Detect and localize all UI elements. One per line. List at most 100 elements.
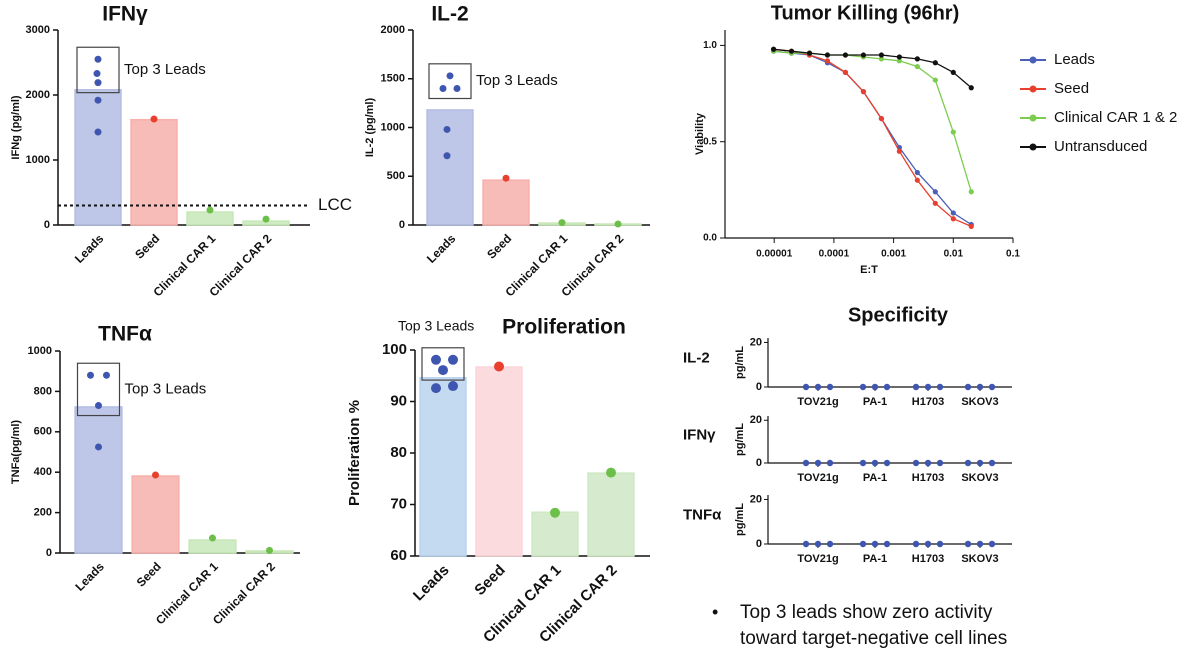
- y-tick-label: 0: [399, 219, 405, 231]
- legend-label: Seed: [1054, 80, 1089, 97]
- data-point: [770, 46, 777, 52]
- data-point: [988, 383, 996, 391]
- data-point: [883, 540, 891, 548]
- data-point: [431, 383, 441, 394]
- data-point: [824, 58, 831, 64]
- data-point: [964, 540, 972, 548]
- data-point: [150, 115, 158, 123]
- data-point: [912, 459, 920, 467]
- legend-label: Clinical CAR 1 & 2: [1054, 109, 1177, 126]
- data-point: [842, 52, 849, 58]
- bar: [188, 539, 237, 554]
- data-point: [896, 148, 902, 154]
- data-point: [912, 540, 920, 548]
- x-tick-label: Seed: [134, 559, 164, 589]
- y-tick-label: 0: [756, 457, 762, 469]
- panel-label: IFNγ: [683, 426, 716, 443]
- x-tick-label: SKOV3: [961, 472, 998, 484]
- legend-label: Leads: [1054, 51, 1095, 68]
- x-tick-label: 0.0001: [819, 249, 850, 260]
- data-point: [883, 459, 891, 467]
- data-point: [936, 383, 944, 391]
- data-point: [448, 354, 458, 365]
- data-point: [932, 60, 938, 66]
- highlight-box: [76, 46, 120, 94]
- legend-marker: [1029, 56, 1037, 64]
- y-tick-label: 0: [756, 538, 762, 550]
- x-tick-label: H1703: [912, 472, 944, 484]
- x-tick-label: Seed: [471, 562, 508, 599]
- data-point: [976, 540, 984, 548]
- data-point: [206, 206, 214, 214]
- x-axis-label: E:T: [860, 264, 878, 276]
- y-axis-label: Proliferation %: [346, 400, 363, 506]
- bar: [587, 472, 635, 557]
- x-tick-label: 0.00001: [756, 249, 793, 260]
- data-point: [878, 115, 885, 122]
- panel-label: TNFα: [683, 506, 722, 523]
- data-point: [883, 383, 891, 391]
- data-point: [826, 383, 834, 391]
- data-point: [968, 85, 974, 91]
- data-point: [448, 381, 458, 392]
- x-tick-label: 0.1: [1006, 249, 1020, 260]
- x-tick-label: H1703: [912, 553, 944, 565]
- y-tick-label: 1500: [381, 73, 405, 85]
- x-tick-label: PA-1: [863, 472, 887, 484]
- data-point: [914, 56, 920, 62]
- y-axis-label: pg/mL: [734, 423, 746, 456]
- data-point: [788, 48, 795, 54]
- y-tick-label: 20: [750, 414, 762, 426]
- data-point: [431, 354, 441, 365]
- data-point: [152, 471, 159, 479]
- y-tick-label: 100: [382, 341, 407, 358]
- y-tick-label: 0: [756, 381, 762, 393]
- y-tick-label: 70: [390, 495, 407, 512]
- legend-marker: [1029, 143, 1037, 151]
- data-point: [964, 383, 972, 391]
- data-point: [806, 50, 813, 56]
- data-point: [976, 383, 984, 391]
- chart-title: IFNγ: [102, 3, 148, 26]
- data-point: [94, 96, 102, 104]
- x-tick-label: SKOV3: [961, 553, 998, 565]
- annotation: Top 3 Leads: [125, 380, 207, 397]
- series-line: [773, 48, 972, 89]
- series-line: [773, 50, 972, 226]
- data-point: [266, 546, 273, 554]
- data-point: [446, 72, 454, 80]
- data-point: [824, 52, 831, 58]
- data-point: [932, 189, 938, 195]
- data-point: [871, 383, 879, 391]
- y-tick-label: 60: [390, 547, 407, 564]
- data-point: [502, 174, 510, 182]
- series-line: [773, 50, 972, 192]
- data-point: [950, 129, 956, 135]
- data-point: [439, 85, 447, 92]
- x-tick-label: 0.01: [944, 249, 964, 260]
- y-tick-label: 1000: [381, 121, 405, 133]
- x-tick-label: Leads: [410, 562, 453, 605]
- y-axis-label: pg/mL: [734, 503, 746, 536]
- data-point: [95, 402, 102, 410]
- data-point: [859, 383, 867, 391]
- data-point: [95, 443, 102, 451]
- data-point: [438, 365, 448, 376]
- highlight-box: [76, 362, 121, 417]
- y-tick-label: 0: [44, 219, 50, 231]
- data-point: [826, 459, 834, 467]
- data-point: [443, 125, 451, 133]
- highlight-box: [421, 347, 465, 381]
- y-tick-label: 600: [34, 426, 52, 438]
- data-point: [550, 507, 560, 518]
- data-point: [94, 55, 102, 63]
- x-tick-label: Seed: [484, 231, 514, 261]
- y-tick-label: 20: [750, 336, 762, 348]
- highlight-box: [428, 63, 472, 100]
- note-box: Top 3 leads show zero activity toward ta…: [740, 602, 1007, 649]
- y-tick-label: 0.5: [703, 136, 717, 147]
- data-point: [968, 189, 974, 195]
- bar: [74, 406, 123, 554]
- x-tick-label: SKOV3: [961, 396, 998, 408]
- data-point: [859, 540, 867, 548]
